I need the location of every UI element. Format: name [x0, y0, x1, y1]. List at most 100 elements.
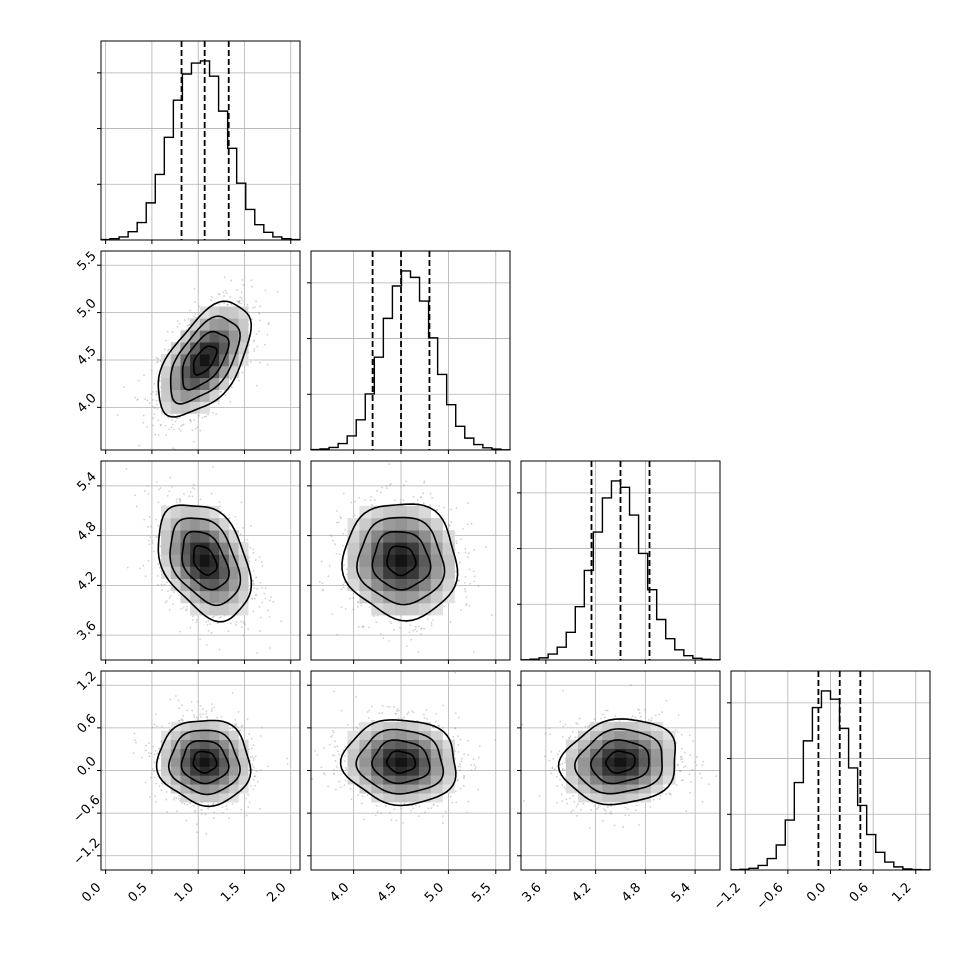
scatter-point	[157, 360, 159, 363]
scatter-point	[357, 625, 360, 628]
density-cell	[209, 377, 220, 390]
density-cell	[209, 590, 220, 604]
scatter-point	[342, 583, 345, 586]
density-cell	[371, 566, 384, 580]
y-tick-label: 3.6	[74, 619, 99, 644]
scatter-point	[398, 626, 401, 629]
scatter-point	[148, 742, 150, 745]
density-cell	[238, 566, 249, 580]
hist-panel-2	[517, 460, 721, 664]
scatter-point	[350, 501, 353, 504]
contour-line	[356, 516, 446, 606]
scatter-point	[237, 301, 240, 304]
scatter-point	[146, 526, 149, 528]
scatter-point	[455, 540, 458, 543]
scatter-point	[189, 419, 192, 422]
density-cell	[383, 554, 396, 567]
scatter-point	[399, 499, 402, 501]
scatter-point	[251, 763, 254, 766]
scatter-point	[340, 606, 343, 609]
scatter-point	[205, 644, 208, 646]
scatter-point	[352, 608, 355, 611]
scatter-point	[342, 492, 345, 495]
scatter-point	[156, 403, 158, 406]
scatter-point	[422, 492, 425, 495]
scatter-point	[153, 753, 156, 756]
density-cell	[199, 602, 210, 616]
scatter-point	[229, 378, 232, 381]
contour-line	[192, 545, 218, 577]
scatter-point	[229, 377, 232, 380]
density-layer	[318, 463, 493, 653]
density-cell	[371, 578, 384, 592]
scatter-point	[171, 331, 174, 333]
scatter-point	[186, 605, 189, 608]
scatter-point	[246, 538, 249, 541]
scatter-point	[223, 302, 226, 305]
scatter-point	[253, 583, 255, 585]
scatter-point	[125, 468, 128, 470]
scatter-point	[258, 319, 261, 322]
scatter-point	[155, 536, 158, 538]
scatter-point	[362, 625, 364, 628]
scatter-point	[240, 291, 243, 294]
panel-frame	[100, 250, 301, 451]
scatter-point	[178, 322, 181, 325]
density-cell	[170, 505, 181, 519]
scatter-point	[343, 564, 345, 566]
scatter-point	[251, 597, 253, 600]
scatter-point	[331, 613, 334, 616]
scatter-point	[361, 626, 364, 628]
scatter-point	[241, 299, 244, 302]
density-cell	[190, 401, 201, 414]
scatter-point	[211, 296, 213, 298]
scatter-point	[150, 393, 152, 396]
scatter-point	[250, 525, 252, 528]
density-cell	[359, 554, 372, 567]
scatter-point	[205, 415, 208, 418]
scatter-point	[467, 552, 470, 555]
scatter-point	[230, 622, 232, 625]
scatter-point	[268, 616, 271, 618]
scatter-point	[449, 621, 452, 623]
density-cell	[442, 578, 455, 592]
contour-line	[157, 300, 253, 418]
density-cell	[190, 318, 201, 331]
scatter-point	[230, 303, 233, 306]
density-cell	[209, 518, 220, 531]
scatter-point	[168, 348, 170, 351]
scatter-point	[180, 718, 183, 720]
density-cell	[180, 554, 191, 567]
density-cell	[170, 578, 181, 592]
scatter-point	[234, 724, 236, 727]
density-cell	[170, 342, 181, 355]
scatter-point	[240, 725, 243, 728]
scatter-point	[267, 609, 269, 612]
scatter-point	[344, 528, 347, 531]
scatter-point	[253, 587, 256, 590]
scatter-point	[199, 429, 202, 432]
scatter-point	[343, 581, 346, 584]
density-cell	[228, 365, 239, 379]
density-cell	[371, 590, 384, 604]
density-cell	[199, 590, 210, 604]
scatter-point	[166, 494, 169, 497]
contour-line	[192, 345, 218, 376]
scatter-point	[173, 798, 175, 801]
density-cell	[180, 566, 191, 580]
scatter-point	[173, 591, 175, 593]
density-cell	[238, 318, 249, 331]
density-cell	[209, 318, 220, 331]
density-cell	[190, 330, 201, 343]
scatter-point	[226, 304, 229, 306]
scatter-point	[158, 380, 161, 383]
scatter-point	[205, 833, 208, 835]
scatter-point	[230, 279, 233, 282]
gridlines	[101, 41, 300, 240]
scatter-point	[158, 566, 161, 569]
scatter-point	[338, 553, 341, 556]
density-cell	[161, 518, 172, 531]
scatter-point	[165, 434, 168, 437]
